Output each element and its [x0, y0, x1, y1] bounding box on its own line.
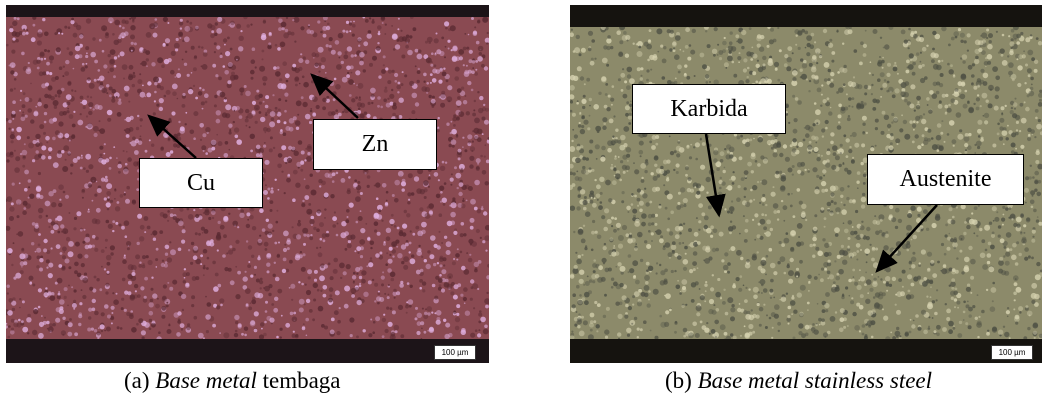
caption-b-italic: Base metal stainless steel: [697, 368, 933, 393]
label-austenite: Austenite: [867, 154, 1024, 205]
micrograph-stainless-steel: Karbida Austenite 100 µm: [570, 5, 1042, 363]
scale-bar-a: 100 µm: [434, 345, 476, 360]
caption-a: (a) Base metal tembaga: [124, 368, 341, 394]
caption-b-prefix: (b): [665, 368, 692, 393]
label-cu: Cu: [139, 158, 263, 208]
caption-a-italic: Base metal: [155, 368, 257, 393]
caption-b: (b) Base metal stainless steel: [665, 368, 932, 394]
caption-a-rest: tembaga: [262, 368, 341, 393]
label-karbida: Karbida: [632, 84, 786, 134]
micrograph-tembaga: Cu Zn 100 µm: [6, 5, 489, 363]
label-zn: Zn: [313, 119, 437, 170]
scale-bar-b: 100 µm: [991, 345, 1033, 360]
caption-a-prefix: (a): [124, 368, 150, 393]
